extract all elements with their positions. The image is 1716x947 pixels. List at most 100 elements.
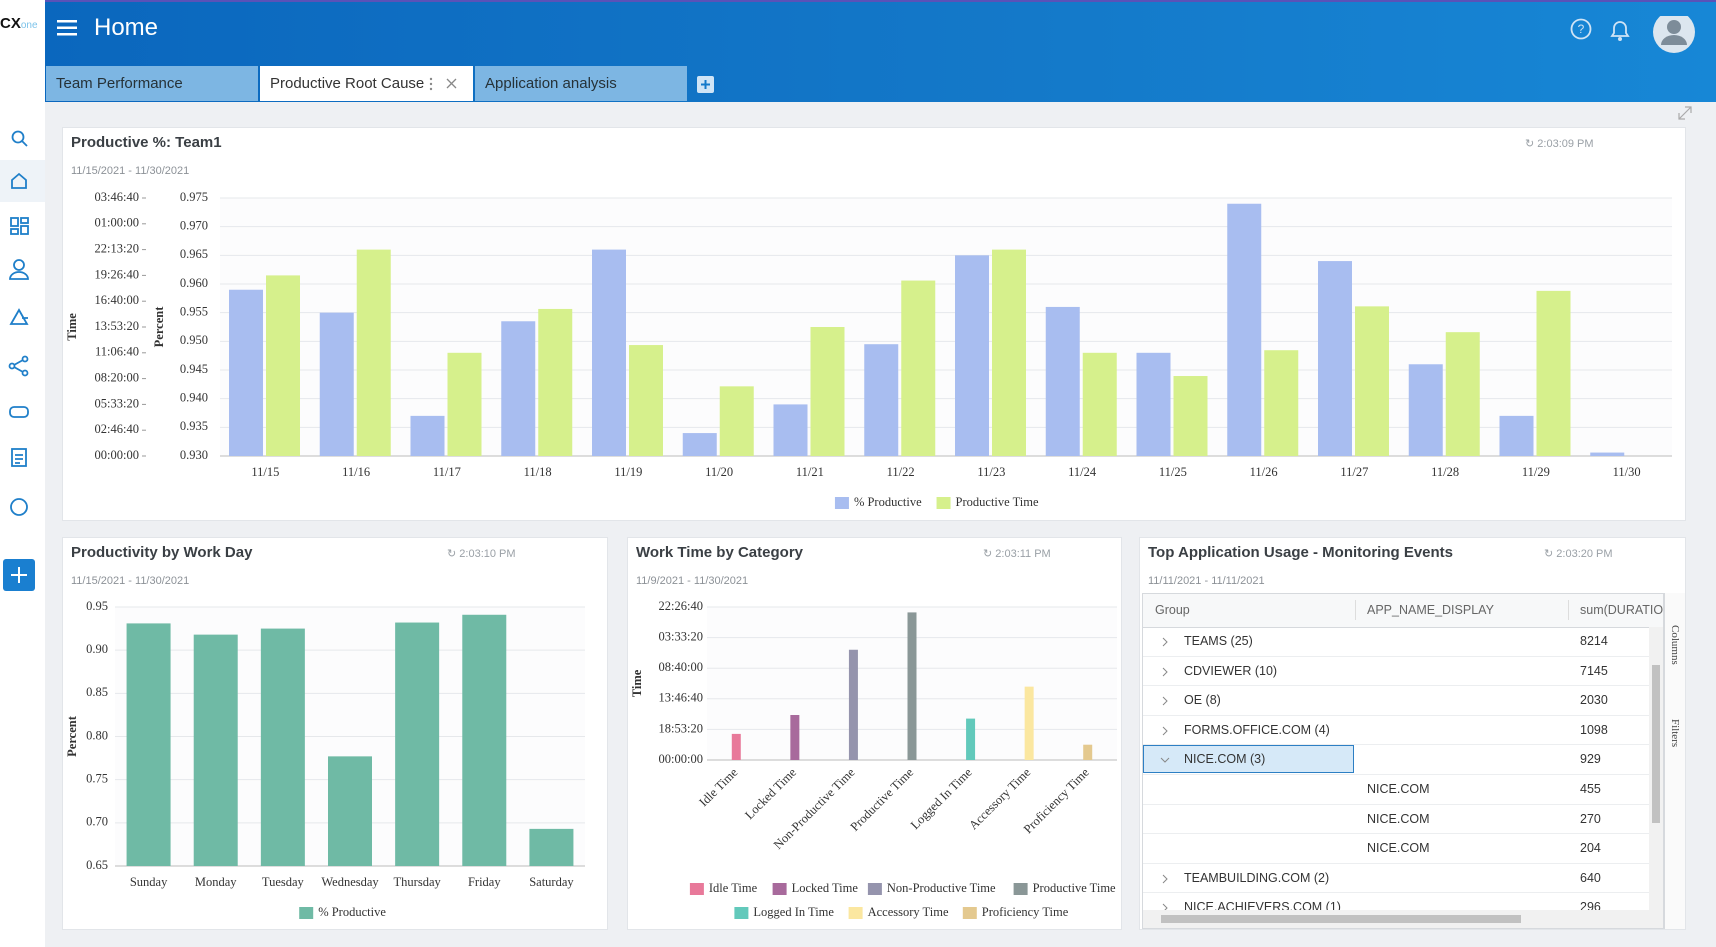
bar	[810, 327, 845, 456]
grid-row[interactable]: NICE.COM 204	[1143, 834, 1649, 864]
x-tick-label: 11/15	[251, 465, 279, 479]
grid-row[interactable]: OE (8) 2030	[1143, 686, 1649, 716]
x-tick-label: 11/30	[1613, 465, 1641, 479]
column-header[interactable]: APP_NAME_DISPLAY	[1367, 603, 1494, 617]
expand-chevron[interactable]	[1160, 696, 1170, 706]
grid-row[interactable]: CDVIEWER (10) 7145	[1143, 657, 1649, 687]
people-icon[interactable]	[9, 259, 29, 280]
legend-swatch	[936, 497, 951, 509]
y-tick-label: 0.930	[180, 448, 208, 462]
chart-panel: 00:00:00 18:53:20 13:46:40 08:40:00 03:33:20…	[627, 537, 1122, 930]
side-tab[interactable]: Filters	[1669, 719, 1681, 748]
expand-chevron[interactable]	[1160, 874, 1170, 884]
grid-row[interactable]: TEAMS (25) 8214	[1143, 627, 1649, 657]
x-tick-label: 11/25	[1159, 465, 1187, 479]
vertical-scrollbar[interactable]	[1649, 627, 1663, 910]
x-tick-label: 11/18	[524, 465, 552, 479]
x-tick-label: Monday	[195, 875, 237, 889]
bar	[447, 352, 482, 456]
column-divider	[1568, 600, 1569, 620]
x-tick-label: Thursday	[394, 875, 442, 889]
panel-title: Top Application Usage - Monitoring Event…	[1148, 544, 1454, 561]
refresh-time[interactable]: ↻ 2:03:20 PM	[1544, 548, 1613, 560]
value-cell: 270	[1580, 811, 1601, 826]
scroll-thumb[interactable]	[1161, 915, 1521, 923]
y-tick-label: 16:40:00	[95, 293, 139, 307]
y-tick-label: 0.935	[180, 419, 208, 433]
app-cell: NICE.COM	[1367, 782, 1430, 796]
logo[interactable]: CXone	[0, 0, 45, 50]
scroll-thumb[interactable]	[1652, 665, 1660, 823]
grid-header: Group APP_NAME_DISPLAY sum(DURATIO	[1143, 594, 1663, 628]
panel-title: Productive %: Team1	[71, 134, 222, 151]
grid-row[interactable]: FORMS.OFFICE.COM (4) 1098	[1143, 716, 1649, 746]
menu-icon[interactable]	[57, 20, 77, 36]
y-tick-label: 0.945	[180, 362, 208, 376]
add-tab-button[interactable]	[697, 76, 714, 93]
grid-row[interactable]: NICE.ACHIEVERS.COM (1) 296	[1143, 893, 1649, 910]
x-tick-label: 11/28	[1431, 465, 1459, 479]
help-icon[interactable]: ?	[1570, 18, 1592, 40]
grid-row[interactable]: NICE.COM (3) 929	[1143, 745, 1649, 775]
share-icon[interactable]	[8, 355, 29, 377]
search-icon[interactable]	[11, 130, 28, 147]
x-tick-label: Locked Time	[742, 765, 799, 822]
logo-text: CX	[0, 15, 21, 32]
user-avatar[interactable]	[1653, 16, 1695, 53]
refresh-time[interactable]: ↻ 2:03:09 PM	[1525, 138, 1594, 150]
expand-chevron[interactable]	[1160, 637, 1170, 647]
legend-label: Locked Time	[792, 881, 859, 895]
refresh-label: 2:03:11 PM	[995, 548, 1051, 560]
value-cell: 7145	[1580, 663, 1608, 678]
bar	[462, 614, 507, 866]
x-tick-label: 11/24	[1068, 465, 1097, 479]
tab[interactable]: Application analysis	[475, 66, 687, 101]
add-button[interactable]	[3, 559, 35, 591]
y-tick-label: 0.940	[180, 391, 208, 405]
horizontal-scrollbar[interactable]	[1143, 910, 1663, 928]
games-icon[interactable]	[9, 406, 29, 418]
legend-label: Idle Time	[709, 881, 758, 895]
side-tab[interactable]: Columns	[1669, 625, 1681, 665]
expand-chevron[interactable]	[1160, 726, 1170, 736]
expand-icon[interactable]	[1676, 104, 1694, 122]
dashboard-icon[interactable]	[10, 217, 29, 235]
x-tick-label: Productive Time	[848, 765, 917, 834]
expand-chevron[interactable]	[1160, 667, 1170, 677]
x-tick-label: Tuesday	[262, 875, 305, 889]
x-tick-label: 11/23	[977, 465, 1005, 479]
column-header[interactable]: sum(DURATIO	[1580, 603, 1664, 617]
collapse-chevron[interactable]	[1160, 755, 1170, 765]
column-header[interactable]: Group	[1155, 603, 1190, 617]
legend-swatch	[962, 907, 977, 919]
y-tick-label: 0.960	[180, 276, 208, 290]
x-tick-label: Saturday	[529, 875, 574, 889]
bar	[410, 415, 445, 456]
expand-chevron[interactable]	[1160, 903, 1170, 910]
grid-row[interactable]: TEAMBUILDING.COM (2) 640	[1143, 864, 1649, 894]
selected-cell	[1143, 745, 1354, 774]
x-tick-label: Wednesday	[321, 875, 379, 889]
x-tick-label: 11/26	[1250, 465, 1278, 479]
group-cell: CDVIEWER (10)	[1184, 663, 1278, 678]
legend-swatch	[834, 497, 849, 509]
tab[interactable]: Productive Root Cause	[260, 66, 473, 101]
notifications-icon[interactable]	[1610, 21, 1630, 41]
grid-row[interactable]: NICE.COM 270	[1143, 805, 1649, 835]
tab[interactable]: Team Performance	[46, 66, 258, 101]
home-icon[interactable]	[11, 172, 27, 189]
legend-label: Productive Time	[1033, 881, 1116, 895]
analytics-icon[interactable]	[9, 308, 29, 325]
bar	[966, 718, 976, 760]
help-nav-icon[interactable]	[10, 498, 28, 516]
bar	[1173, 376, 1208, 456]
bar	[682, 433, 717, 456]
grid-row[interactable]: NICE.COM 455	[1143, 775, 1649, 805]
x-tick-label: 11/21	[796, 465, 824, 479]
reports-icon[interactable]	[11, 448, 27, 467]
value-cell: 296	[1580, 900, 1601, 910]
refresh-time[interactable]: ↻ 2:03:10 PM	[447, 548, 516, 560]
logo-suffix: one	[20, 20, 38, 31]
chart: 00:00:00 18:53:20 13:46:40 08:40:00 03:33:20…	[630, 599, 1117, 919]
refresh-time[interactable]: ↻ 2:03:11 PM	[983, 548, 1051, 560]
